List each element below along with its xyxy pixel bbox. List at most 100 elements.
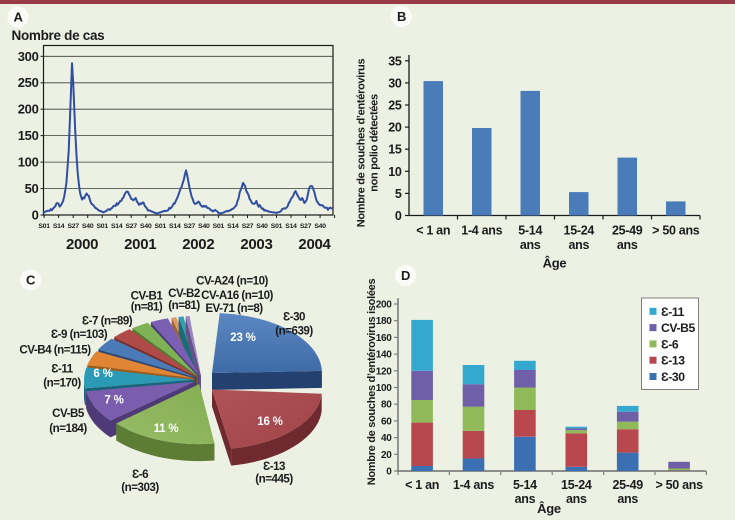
svg-text:S01: S01 — [213, 223, 225, 230]
svg-text:CV-B5: CV-B5 — [52, 407, 85, 420]
svg-text:Âge: Âge — [537, 501, 561, 516]
svg-text:10: 10 — [388, 165, 402, 179]
svg-text:7 %: 7 % — [104, 395, 123, 407]
svg-text:(n=184): (n=184) — [49, 422, 87, 435]
svg-text:5-14: 5-14 — [513, 478, 537, 492]
svg-text:1-4 ans: 1-4 ans — [453, 478, 494, 492]
svg-text:ans: ans — [568, 238, 589, 252]
svg-text:non polio détectées: non polio détectées — [369, 94, 381, 192]
svg-text:(n=639): (n=639) — [275, 324, 313, 337]
svg-text:80: 80 — [381, 400, 392, 411]
svg-text:0: 0 — [32, 208, 39, 223]
svg-text:Ɛ-6: Ɛ-6 — [132, 468, 149, 481]
svg-text:A: A — [13, 10, 23, 25]
svg-text:Ɛ-6: Ɛ-6 — [661, 337, 679, 351]
svg-text:20: 20 — [381, 450, 392, 461]
svg-text:Ɛ-9 (n=103): Ɛ-9 (n=103) — [51, 328, 108, 341]
svg-text:CV-B5: CV-B5 — [661, 321, 696, 335]
svg-text:2002: 2002 — [182, 236, 214, 253]
svg-text:15: 15 — [388, 143, 402, 157]
svg-text:CV-A16 (n=10): CV-A16 (n=10) — [201, 289, 273, 302]
svg-text:Nombre de souches d’entéroviru: Nombre de souches d’entérovirus — [356, 59, 368, 228]
svg-text:100: 100 — [18, 155, 39, 170]
svg-text:D: D — [401, 268, 410, 283]
svg-text:Âge: Âge — [543, 256, 567, 271]
svg-text:2001: 2001 — [124, 236, 156, 253]
svg-text:< 1 an: < 1 an — [405, 478, 439, 492]
svg-text:S01: S01 — [38, 223, 50, 230]
svg-text:(n=81): (n=81) — [168, 299, 200, 312]
svg-text:1-4 ans: 1-4 ans — [461, 224, 502, 238]
svg-text:5: 5 — [395, 187, 402, 201]
svg-text:ans: ans — [566, 492, 587, 506]
svg-text:Ɛ-11: Ɛ-11 — [51, 363, 73, 376]
svg-text:Ɛ-30: Ɛ-30 — [661, 370, 685, 384]
svg-text:120: 120 — [376, 366, 393, 377]
svg-text:180: 180 — [376, 316, 393, 327]
svg-text:150: 150 — [18, 128, 39, 143]
svg-text:11 %: 11 % — [154, 423, 179, 435]
svg-text:S01: S01 — [271, 223, 283, 230]
svg-text:S27: S27 — [184, 223, 196, 230]
svg-text:23 %: 23 % — [230, 332, 255, 344]
svg-text:S40: S40 — [82, 223, 94, 230]
svg-text:50: 50 — [25, 181, 39, 196]
svg-text:(n=445): (n=445) — [255, 473, 293, 486]
svg-text:0: 0 — [395, 209, 402, 223]
svg-text:2000: 2000 — [66, 236, 98, 253]
svg-text:CV-A24 (n=10): CV-A24 (n=10) — [196, 275, 268, 288]
svg-text:> 50 ans: > 50 ans — [655, 478, 703, 492]
svg-text:CV-B4 (n=115): CV-B4 (n=115) — [19, 344, 91, 357]
svg-text:(n=81): (n=81) — [131, 300, 163, 313]
svg-text:Ɛ-30: Ɛ-30 — [283, 310, 305, 323]
svg-text:S01: S01 — [155, 223, 167, 230]
svg-text:S27: S27 — [300, 223, 312, 230]
svg-text:25: 25 — [388, 99, 402, 113]
svg-text:< 1 an: < 1 an — [416, 224, 450, 238]
svg-text:S40: S40 — [256, 223, 268, 230]
svg-text:S27: S27 — [242, 223, 254, 230]
svg-text:60: 60 — [381, 416, 392, 427]
svg-text:S27: S27 — [125, 223, 137, 230]
svg-text:S40: S40 — [198, 223, 210, 230]
svg-text:2003: 2003 — [240, 236, 272, 253]
svg-text:15-24: 15-24 — [564, 224, 595, 238]
svg-text:CV-B1: CV-B1 — [131, 290, 164, 303]
svg-text:ans: ans — [617, 238, 638, 252]
svg-text:C: C — [26, 273, 36, 288]
svg-text:(n=170): (n=170) — [43, 376, 81, 389]
svg-text:Ɛ-13: Ɛ-13 — [263, 460, 286, 473]
svg-text:5-14: 5-14 — [518, 224, 542, 238]
svg-text:40: 40 — [381, 433, 392, 444]
svg-text:ans: ans — [515, 492, 536, 506]
svg-text:S14: S14 — [169, 223, 181, 230]
svg-text:S14: S14 — [227, 223, 239, 230]
svg-text:S01: S01 — [96, 223, 108, 230]
svg-text:250: 250 — [18, 75, 39, 90]
svg-text:EV-71 (n=8): EV-71 (n=8) — [205, 302, 263, 315]
svg-text:2004: 2004 — [298, 236, 331, 253]
svg-text:200: 200 — [376, 300, 393, 311]
svg-text:Nombre de cas: Nombre de cas — [12, 28, 105, 43]
svg-text:S14: S14 — [111, 223, 123, 230]
svg-text:> 50 ans: > 50 ans — [652, 224, 700, 238]
svg-text:200: 200 — [18, 102, 39, 117]
svg-text:S40: S40 — [314, 223, 326, 230]
svg-text:CV-B2: CV-B2 — [168, 287, 200, 300]
svg-text:S14: S14 — [285, 223, 297, 230]
svg-text:ans: ans — [617, 492, 638, 506]
svg-text:30: 30 — [388, 76, 402, 90]
svg-text:15-24: 15-24 — [561, 478, 592, 492]
svg-text:(n=303): (n=303) — [121, 481, 159, 494]
svg-text:25-49: 25-49 — [612, 224, 643, 238]
svg-text:S40: S40 — [140, 223, 152, 230]
svg-text:B: B — [397, 9, 406, 24]
svg-text:35: 35 — [388, 54, 402, 68]
svg-text:Ɛ-13: Ɛ-13 — [661, 354, 685, 368]
svg-text:Ɛ-7 (n=89): Ɛ-7 (n=89) — [82, 315, 133, 328]
svg-text:300: 300 — [18, 49, 39, 64]
svg-text:0: 0 — [386, 467, 392, 478]
svg-text:100: 100 — [376, 383, 393, 394]
svg-text:S14: S14 — [53, 223, 65, 230]
svg-text:16 %: 16 % — [257, 416, 282, 428]
